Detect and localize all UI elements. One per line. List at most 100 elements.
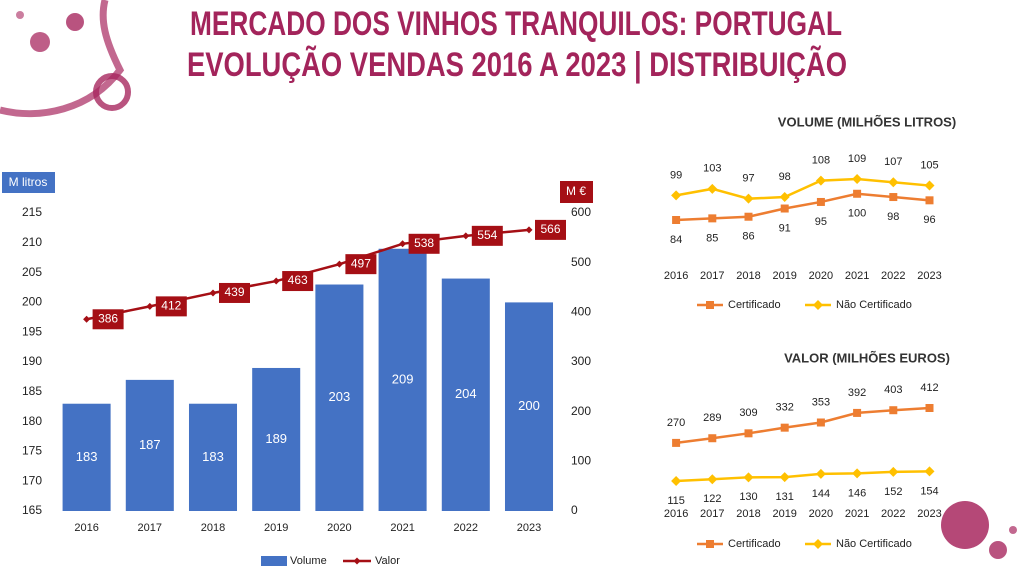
bar-value-label: 204	[455, 386, 477, 401]
x-tick-label: 2016	[664, 508, 688, 520]
data-label: 96	[923, 214, 935, 226]
data-label: 131	[776, 491, 794, 503]
bar-value-label: 189	[265, 431, 287, 446]
chart-title: VALOR (MILHÕES EUROS)	[784, 350, 950, 365]
data-label: 412	[920, 382, 938, 394]
line-marker	[925, 404, 934, 412]
bar	[62, 403, 111, 511]
line-marker	[853, 189, 862, 198]
line-marker	[462, 232, 470, 240]
value-label-box	[282, 271, 314, 292]
x-tick-label: 2019	[772, 270, 796, 282]
line-marker	[780, 204, 789, 213]
legend-label: Valor	[375, 555, 400, 567]
line-marker	[744, 429, 753, 438]
line	[675, 177, 930, 200]
bar-value-label: 209	[392, 371, 414, 386]
line-marker	[672, 216, 681, 224]
line-value-label: 554	[477, 228, 497, 242]
value-label-box	[408, 233, 440, 254]
legend-label: Certificado	[728, 299, 781, 311]
x-tick-label: 2017	[138, 522, 162, 534]
value-label-box	[345, 254, 377, 275]
line-marker	[889, 406, 898, 415]
y2-axis-label-box	[560, 181, 593, 203]
line-marker	[525, 226, 533, 234]
data-label: 332	[776, 402, 794, 414]
data-label: 152	[884, 486, 902, 498]
legend-label: Certificado	[728, 538, 781, 550]
x-tick-label: 2023	[917, 508, 941, 520]
y2-tick-label: 400	[571, 305, 591, 319]
bar	[315, 284, 364, 511]
line-value-label: 538	[414, 236, 434, 250]
x-tick-label: 2018	[201, 522, 225, 534]
line-marker	[815, 175, 826, 186]
y2-tick-label: 200	[571, 404, 591, 418]
x-tick-label: 2016	[664, 270, 688, 282]
y2-tick-label: 500	[571, 255, 591, 269]
data-label: 98	[779, 171, 791, 183]
data-label: 403	[884, 384, 902, 396]
data-label: 270	[667, 417, 685, 429]
x-tick-label: 2019	[264, 522, 288, 534]
legend-marker	[706, 540, 714, 548]
data-label: 108	[812, 155, 830, 167]
page-title: EVOLUÇÃO VENDAS 2016 A 2023 | DISTRIBUIÇ…	[187, 46, 847, 84]
wine-stain-decoration	[0, 0, 1017, 559]
data-label: 85	[706, 232, 718, 244]
line-marker	[743, 193, 754, 204]
y2-tick-label: 300	[571, 354, 591, 368]
data-label: 109	[848, 153, 866, 165]
data-label: 144	[812, 488, 830, 500]
data-label: 353	[812, 396, 830, 408]
data-label: 98	[887, 211, 899, 223]
value-label-box	[155, 296, 187, 317]
legend-marker	[353, 557, 361, 565]
y-tick-label: 190	[22, 354, 42, 368]
line-marker	[744, 212, 753, 221]
line-marker	[672, 438, 681, 447]
line-marker	[146, 302, 154, 310]
y-tick-label: 165	[22, 503, 42, 517]
bar-value-label: 203	[329, 389, 351, 404]
data-label: 97	[742, 173, 754, 185]
x-tick-label: 2021	[390, 522, 414, 534]
x-tick-label: 2023	[517, 522, 541, 534]
x-tick-label: 2022	[454, 522, 478, 534]
line-marker	[707, 474, 718, 485]
x-tick-label: 2020	[809, 270, 833, 282]
data-label: 309	[739, 407, 757, 419]
line-marker	[779, 192, 790, 203]
line	[676, 470, 930, 483]
y-tick-label: 210	[22, 235, 42, 249]
legend-swatch	[261, 556, 287, 566]
data-label: 289	[703, 412, 721, 424]
x-tick-label: 2020	[327, 522, 351, 534]
data-label: 99	[670, 169, 682, 181]
y-tick-label: 175	[22, 444, 42, 458]
bar-value-label: 187	[139, 437, 161, 452]
page-title: MERCADO DOS VINHOS TRANQUILOS: PORTUGAL	[190, 5, 842, 43]
data-label: 154	[920, 485, 938, 497]
line	[675, 406, 930, 445]
x-tick-label: 2023	[917, 270, 941, 282]
y-tick-label: 180	[22, 414, 42, 428]
y-tick-label: 205	[22, 265, 42, 279]
data-label: 95	[815, 216, 827, 228]
line-marker	[335, 260, 343, 268]
y-tick-label: 215	[22, 205, 42, 219]
legend-label: Volume	[290, 555, 327, 567]
bar	[504, 302, 554, 511]
line-value-label: 497	[351, 256, 371, 270]
line-value-label: 566	[540, 222, 560, 236]
legend-marker	[706, 301, 714, 309]
legend-marker	[813, 539, 823, 549]
data-label: 100	[848, 208, 866, 220]
y2-axis-label: M €	[566, 184, 586, 198]
line-marker	[671, 190, 682, 201]
y2-tick-label: 600	[571, 205, 591, 219]
y-axis-label-box	[2, 172, 55, 193]
bar	[441, 278, 490, 511]
line-marker	[852, 174, 863, 184]
